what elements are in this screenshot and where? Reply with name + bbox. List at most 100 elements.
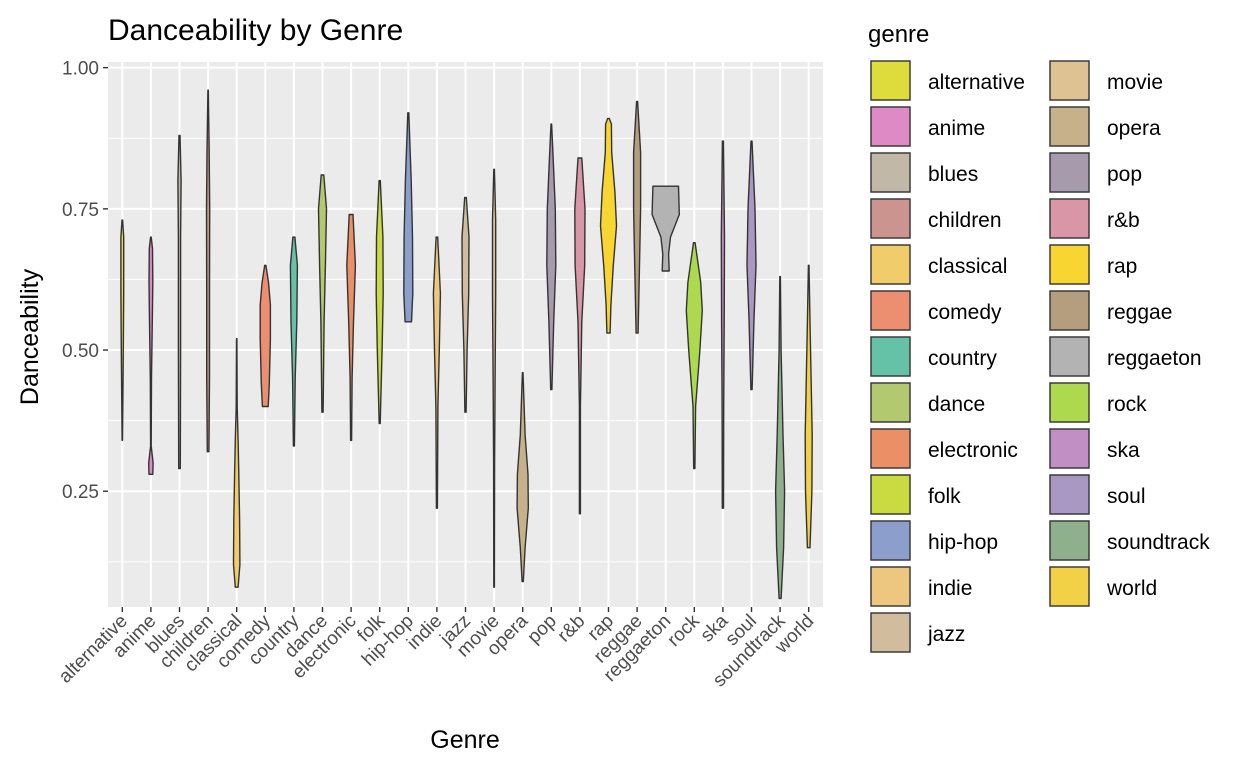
legend-swatch: [1049, 152, 1090, 193]
x-axis: alternativeanimeblueschildrenclassicalco…: [55, 607, 818, 691]
legend-label: soundtrack: [1107, 531, 1210, 554]
violin-folk: [375, 179, 384, 425]
legend-swatch: [870, 520, 911, 561]
legend-item: dance: [870, 382, 985, 423]
violin-reggae: [632, 100, 642, 334]
legend-item: rock: [1049, 382, 1147, 423]
violin-classical: [232, 338, 241, 588]
violin-soundtrack: [774, 275, 786, 600]
legend-item: electronic: [870, 428, 1018, 469]
legend-item: hip-hop: [870, 520, 998, 561]
y-axis: 0.25 0.50 0.75 1.00: [62, 59, 108, 503]
legend-swatch: [1049, 428, 1090, 469]
legend-item: classical: [870, 244, 1007, 285]
chart-title: Danceability by Genre: [108, 14, 403, 47]
legend-label: dance: [928, 393, 985, 416]
violin-dance: [317, 174, 328, 413]
legend-item: children: [870, 198, 1002, 239]
legend-item: folk: [870, 474, 961, 515]
violin-country: [289, 236, 299, 447]
legend-item: world: [1049, 566, 1157, 607]
legend-item: comedy: [870, 290, 1002, 331]
legend-item: reggaeton: [1049, 336, 1202, 377]
legend-label: indie: [928, 577, 972, 600]
legend-label: folk: [928, 485, 961, 508]
violin-indie: [432, 236, 442, 509]
legend-label: classical: [928, 255, 1007, 278]
legend: genre alternative anime blues children class…: [868, 21, 1210, 653]
legend-label: children: [928, 209, 1002, 232]
legend-label: rock: [1107, 393, 1147, 416]
legend-swatch: [870, 198, 911, 239]
violin-rap: [599, 117, 618, 334]
legend-swatch: [870, 382, 911, 423]
y-tick-label: 0.50: [62, 341, 99, 362]
legend-item: anime: [870, 106, 985, 147]
legend-label: blues: [928, 163, 978, 186]
legend-swatch: [1049, 474, 1090, 515]
legend-swatch: [1049, 290, 1090, 331]
legend-swatch: [870, 612, 911, 653]
violin-electronic: [346, 213, 357, 442]
legend-swatch: [1049, 244, 1090, 285]
legend-label: opera: [1107, 117, 1161, 140]
legend-label: hip-hop: [928, 531, 998, 554]
violin-comedy: [259, 264, 272, 408]
violin-rock: [685, 242, 703, 470]
legend-label: r&b: [1107, 209, 1140, 232]
legend-label: reggae: [1107, 301, 1172, 324]
legend-swatch: [870, 428, 911, 469]
violin-reggaeton: [651, 185, 680, 272]
legend-label: ska: [1107, 439, 1140, 462]
legend-swatch: [1049, 382, 1090, 423]
violin-alternative: [120, 219, 125, 442]
legend-swatch: [1049, 60, 1090, 101]
legend-item: ska: [1049, 428, 1140, 469]
violin-opera: [516, 371, 529, 583]
legend-label: electronic: [928, 439, 1018, 462]
y-tick-label: 1.00: [62, 59, 99, 80]
legend-swatch: [870, 290, 911, 331]
violins: [120, 89, 813, 600]
legend-item: soul: [1049, 474, 1146, 515]
legend-item: movie: [1049, 60, 1163, 101]
legend-item: blues: [870, 152, 978, 193]
legend-swatch: [870, 152, 911, 193]
legend-label: rap: [1107, 255, 1137, 278]
legend-swatch: [870, 106, 911, 147]
legend-swatch: [870, 244, 911, 285]
violin-pop: [546, 123, 557, 391]
legend-item: pop: [1049, 152, 1142, 193]
x-axis-title: Genre: [430, 726, 499, 754]
legend-label: comedy: [928, 301, 1002, 324]
violin-children: [205, 89, 211, 453]
violin-r-b: [574, 157, 586, 515]
legend-item: indie: [870, 566, 972, 607]
legend-swatch: [870, 566, 911, 607]
legend-label: jazz: [927, 623, 965, 646]
y-tick-label: 0.25: [62, 482, 99, 503]
violin-world: [804, 264, 813, 549]
legend-swatch: [870, 336, 911, 377]
violin-blues: [177, 134, 182, 470]
legend-swatch: [870, 474, 911, 515]
legend-item: r&b: [1049, 198, 1140, 239]
legend-label: anime: [928, 117, 985, 140]
legend-label: movie: [1107, 71, 1163, 94]
violin-movie: [491, 168, 497, 588]
violin-ska: [720, 140, 726, 509]
legend-swatch: [1049, 106, 1090, 147]
violin-jazz: [461, 196, 470, 413]
legend-swatch: [1049, 520, 1090, 561]
violin-hip-hop: [403, 112, 414, 323]
legend-title: genre: [868, 21, 929, 48]
legend-swatch: [1049, 566, 1090, 607]
y-tick-label: 0.75: [62, 200, 99, 221]
violin-soul: [746, 140, 757, 391]
violin-anime: [148, 236, 154, 475]
legend-swatch: [870, 60, 911, 101]
legend-swatch: [1049, 198, 1090, 239]
legend-label: alternative: [928, 71, 1025, 94]
legend-item: alternative: [870, 60, 1025, 101]
y-axis-title: Danceability: [16, 268, 44, 405]
